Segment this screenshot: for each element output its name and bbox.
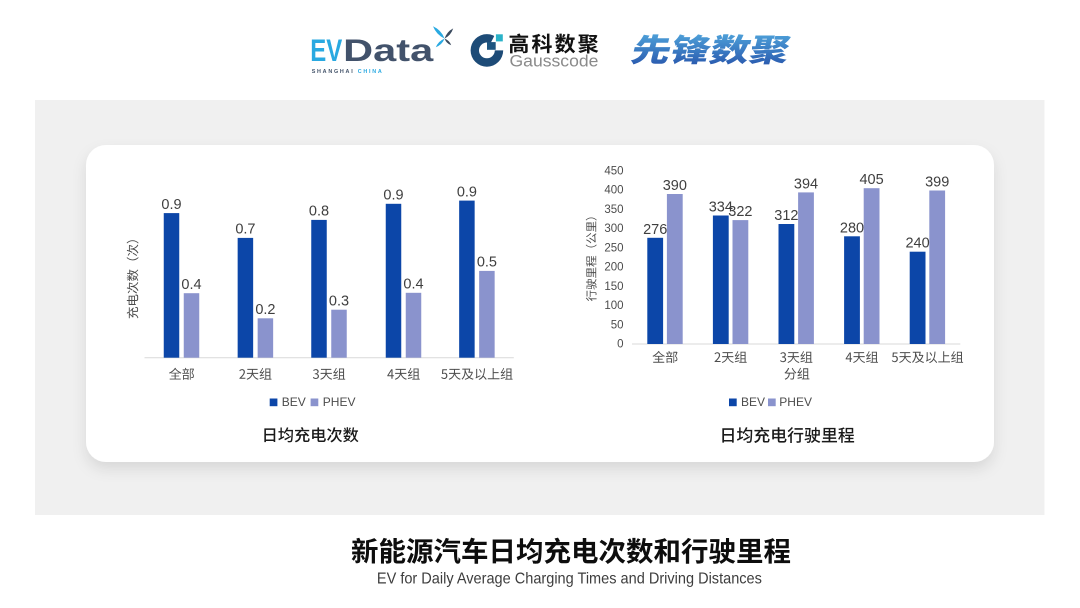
- svg-text:276: 276: [643, 222, 667, 238]
- svg-text:0.2: 0.2: [255, 302, 275, 318]
- svg-text:50: 50: [611, 319, 624, 331]
- svg-text:300: 300: [604, 223, 623, 235]
- svg-text:200: 200: [604, 262, 623, 274]
- svg-text:0.7: 0.7: [235, 222, 255, 238]
- svg-text:0.3: 0.3: [329, 294, 349, 310]
- svg-text:EV for Daily Average Charging: EV for Daily Average Charging Times and …: [377, 571, 762, 588]
- svg-text:240: 240: [905, 236, 929, 252]
- svg-text:0.9: 0.9: [161, 197, 181, 213]
- svg-text:0.8: 0.8: [309, 204, 329, 220]
- svg-text:0.9: 0.9: [457, 184, 477, 200]
- svg-text:405: 405: [859, 172, 883, 188]
- svg-text:399: 399: [925, 175, 949, 191]
- svg-text:450: 450: [604, 165, 623, 177]
- svg-text:0.4: 0.4: [403, 277, 423, 293]
- svg-text:PHEV: PHEV: [779, 395, 812, 409]
- svg-text:Gausscode: Gausscode: [510, 53, 599, 71]
- svg-text:250: 250: [604, 242, 623, 254]
- svg-text:280: 280: [840, 220, 864, 236]
- svg-text:312: 312: [774, 208, 798, 224]
- svg-text:SHANGHAI CHINA: SHANGHAI CHINA: [312, 69, 384, 75]
- svg-text:0.9: 0.9: [383, 188, 403, 204]
- svg-text:390: 390: [663, 178, 687, 194]
- svg-text:150: 150: [604, 281, 623, 293]
- svg-text:BEV: BEV: [741, 395, 765, 409]
- svg-text:BEV: BEV: [282, 395, 306, 409]
- svg-text:100: 100: [604, 300, 623, 312]
- svg-text:PHEV: PHEV: [323, 395, 356, 409]
- svg-text:394: 394: [794, 176, 818, 192]
- svg-text:Data: Data: [343, 32, 434, 68]
- svg-text:0.4: 0.4: [181, 277, 201, 293]
- svg-text:0: 0: [617, 339, 623, 351]
- svg-text:400: 400: [604, 185, 623, 197]
- svg-text:334: 334: [709, 200, 733, 216]
- svg-text:322: 322: [728, 204, 752, 220]
- svg-text:350: 350: [604, 204, 623, 216]
- svg-text:0.5: 0.5: [477, 255, 497, 271]
- svg-text:EV: EV: [310, 32, 342, 68]
